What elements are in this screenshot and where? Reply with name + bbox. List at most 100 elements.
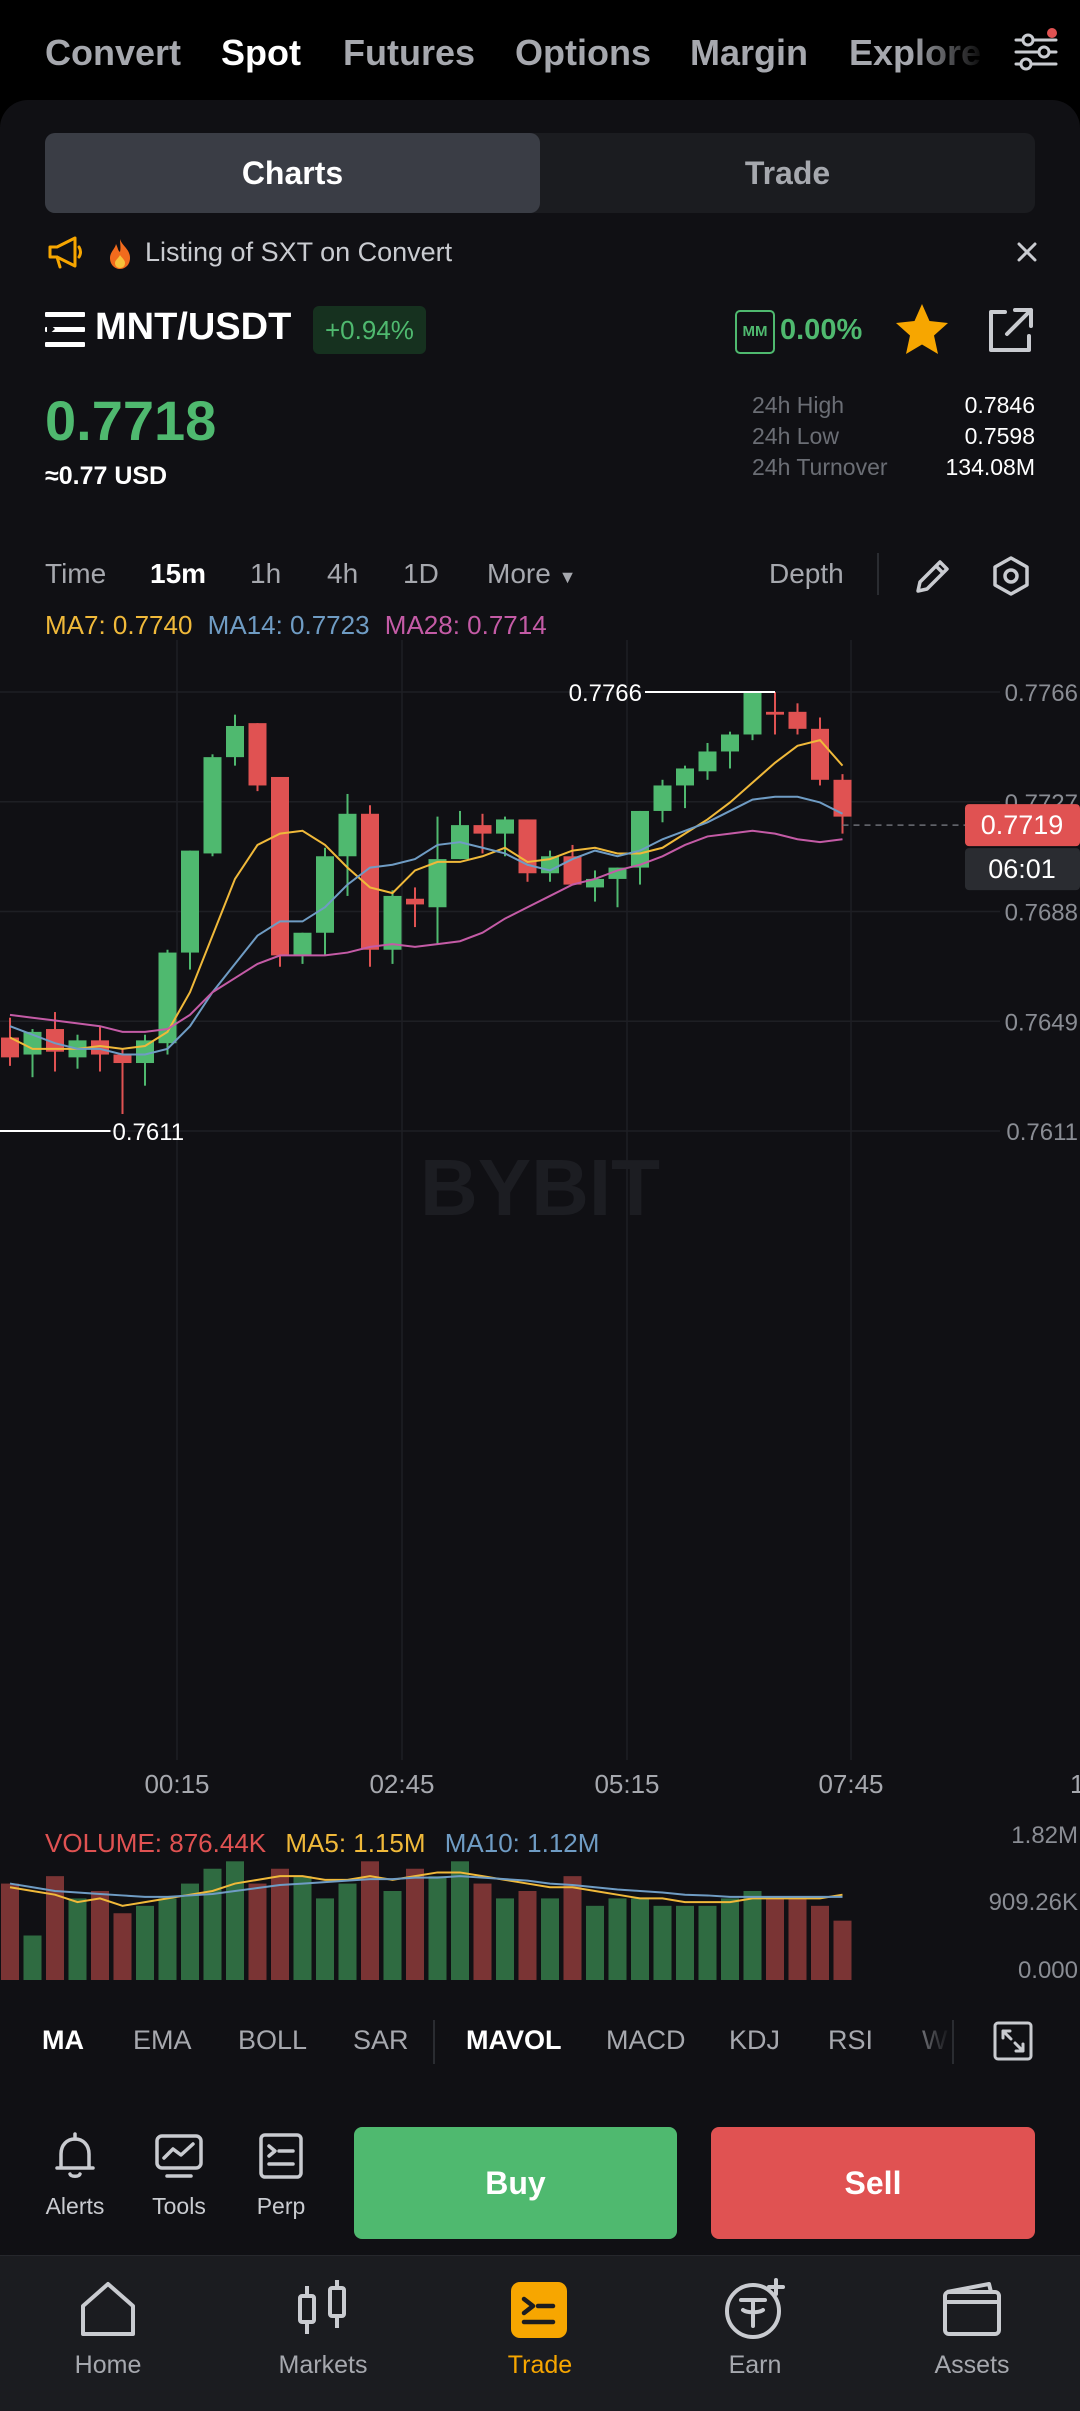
sliders-icon (1014, 28, 1058, 71)
ind-ma[interactable]: MA (42, 2025, 84, 2055)
candle-body (833, 779, 852, 817)
candle-body (338, 813, 357, 857)
alerts-button[interactable]: Alerts (30, 2130, 120, 2220)
volume-tick-label: 1.82M (1011, 1822, 1078, 1849)
tabbar-home[interactable]: Home (23, 2278, 193, 2380)
stat-label: 24h High (752, 392, 845, 418)
candle-body (293, 932, 312, 956)
ind-mavol[interactable]: MAVOL (466, 2025, 562, 2055)
tabbar-markets[interactable]: Markets (238, 2278, 408, 2380)
mm-value[interactable]: 0.00% (780, 314, 863, 346)
pair-symbol[interactable]: MNT/USDT (95, 306, 292, 348)
last-price: 0.7718 (45, 389, 217, 452)
candle-body (271, 776, 289, 956)
volume-bar (496, 1898, 514, 1980)
ma14-label: MA14: 0.7723 (207, 610, 370, 640)
share-icon[interactable] (985, 306, 1035, 356)
stats-24h: 24h High 0.7846 24h Low 0.7598 24h Turnove… (752, 392, 1035, 485)
tabbar-trade[interactable]: Trade (455, 2278, 625, 2380)
charts-toggle[interactable]: Charts (45, 133, 540, 213)
trade-icon (511, 2282, 567, 2338)
tf-more[interactable]: More ▼ (487, 558, 576, 590)
candle-body (653, 785, 672, 811)
trade-toggle[interactable]: Trade (744, 155, 831, 191)
ind-rsi[interactable]: RSI (828, 2025, 874, 2055)
tf-1h[interactable]: 1h (250, 558, 282, 589)
mm-badge[interactable]: MM (735, 310, 775, 354)
volume-bar (361, 1861, 379, 1980)
volume-bar (383, 1890, 402, 1980)
candle-body (788, 711, 807, 729)
ma14-line (9, 795, 843, 1056)
tf-1d[interactable]: 1D (403, 558, 439, 589)
tf-time[interactable]: Time (45, 558, 107, 589)
volume-bar (181, 1883, 199, 1980)
candle-body (608, 867, 627, 879)
volume-bar (271, 1868, 289, 1980)
candle-body (226, 725, 244, 758)
favorite-star-icon[interactable] (893, 302, 951, 358)
depth-button[interactable]: Depth (769, 558, 844, 589)
stat-value: 0.7846 (964, 392, 1035, 418)
divider (952, 2020, 954, 2064)
ind-boll[interactable]: BOLL (238, 2025, 308, 2055)
candle-body (203, 757, 222, 854)
buy-button[interactable]: Buy (354, 2127, 677, 2239)
tabbar-assets[interactable]: Assets (887, 2278, 1057, 2380)
chart-settings-icon[interactable] (990, 555, 1032, 597)
tab-futures[interactable]: Futures (343, 32, 476, 73)
change-badge: +0.94% (313, 306, 426, 354)
candle-body (158, 952, 177, 1044)
candle-body (496, 819, 514, 834)
tf-15m[interactable]: 15m (150, 558, 207, 589)
volume-bar (676, 1905, 694, 1980)
candle-body (721, 734, 739, 752)
tools-button[interactable]: Tools (134, 2130, 224, 2220)
x-tick-label: 10: (1070, 1769, 1080, 1799)
volume-bar (1, 1883, 19, 1980)
tf-4h[interactable]: 4h (327, 558, 359, 589)
pencil-icon[interactable] (912, 555, 954, 597)
x-tick-label: 07:45 (818, 1769, 883, 1799)
ind-macd[interactable]: MACD (606, 2025, 686, 2055)
announcement-bar[interactable]: Listing of SXT on Convert (0, 225, 1080, 285)
candle-body (113, 1054, 132, 1064)
tabbar-label: Trade (507, 2351, 573, 2379)
filter-settings-button[interactable] (990, 0, 1080, 100)
candle-body (46, 1029, 64, 1052)
ind-kdj[interactable]: KDJ (729, 2025, 781, 2055)
volume-bar (563, 1876, 582, 1980)
main-panel: Charts Trade Listing of SXT on Convert M… (0, 100, 1080, 2411)
vol-ma10-label: MA10: 1.12M (445, 1828, 600, 1858)
ma-legend: MA7: 0.7740 MA14: 0.7723 MA28: 0.7714 (45, 610, 547, 641)
candle-body (136, 1040, 154, 1064)
pair-menu-icon[interactable] (45, 312, 85, 348)
tab-convert[interactable]: Convert (45, 32, 182, 73)
tab-spot[interactable]: Spot (221, 32, 301, 73)
tabbar-earn[interactable]: Earn (670, 2278, 840, 2380)
tab-options[interactable]: Options (515, 32, 651, 73)
volume-bar (608, 1898, 627, 1980)
candle-body (181, 850, 199, 953)
sell-button[interactable]: Sell (711, 2127, 1035, 2239)
volume-bar (203, 1868, 222, 1980)
tf-more-label: More (487, 558, 551, 589)
perp-icon (259, 2133, 303, 2179)
perp-button[interactable]: Perp (236, 2130, 326, 2220)
candle-body (631, 810, 649, 868)
tab-margin[interactable]: Margin (690, 32, 809, 73)
close-icon[interactable] (1012, 237, 1042, 267)
stat-row: 24h Turnover 134.08M (752, 454, 1035, 485)
ind-ema[interactable]: EMA (133, 2025, 192, 2055)
perp-label: Perp (256, 2193, 306, 2219)
volume-bar (293, 1876, 312, 1980)
stat-row: 24h High 0.7846 (752, 392, 1035, 423)
volume-bar (743, 1890, 762, 1980)
candle-body (1, 1037, 19, 1058)
volume-bar (136, 1905, 154, 1980)
volume-bar (473, 1883, 492, 1980)
megaphone-icon (48, 236, 82, 269)
fullscreen-icon[interactable] (992, 2020, 1034, 2062)
ind-sar[interactable]: SAR (353, 2025, 409, 2055)
